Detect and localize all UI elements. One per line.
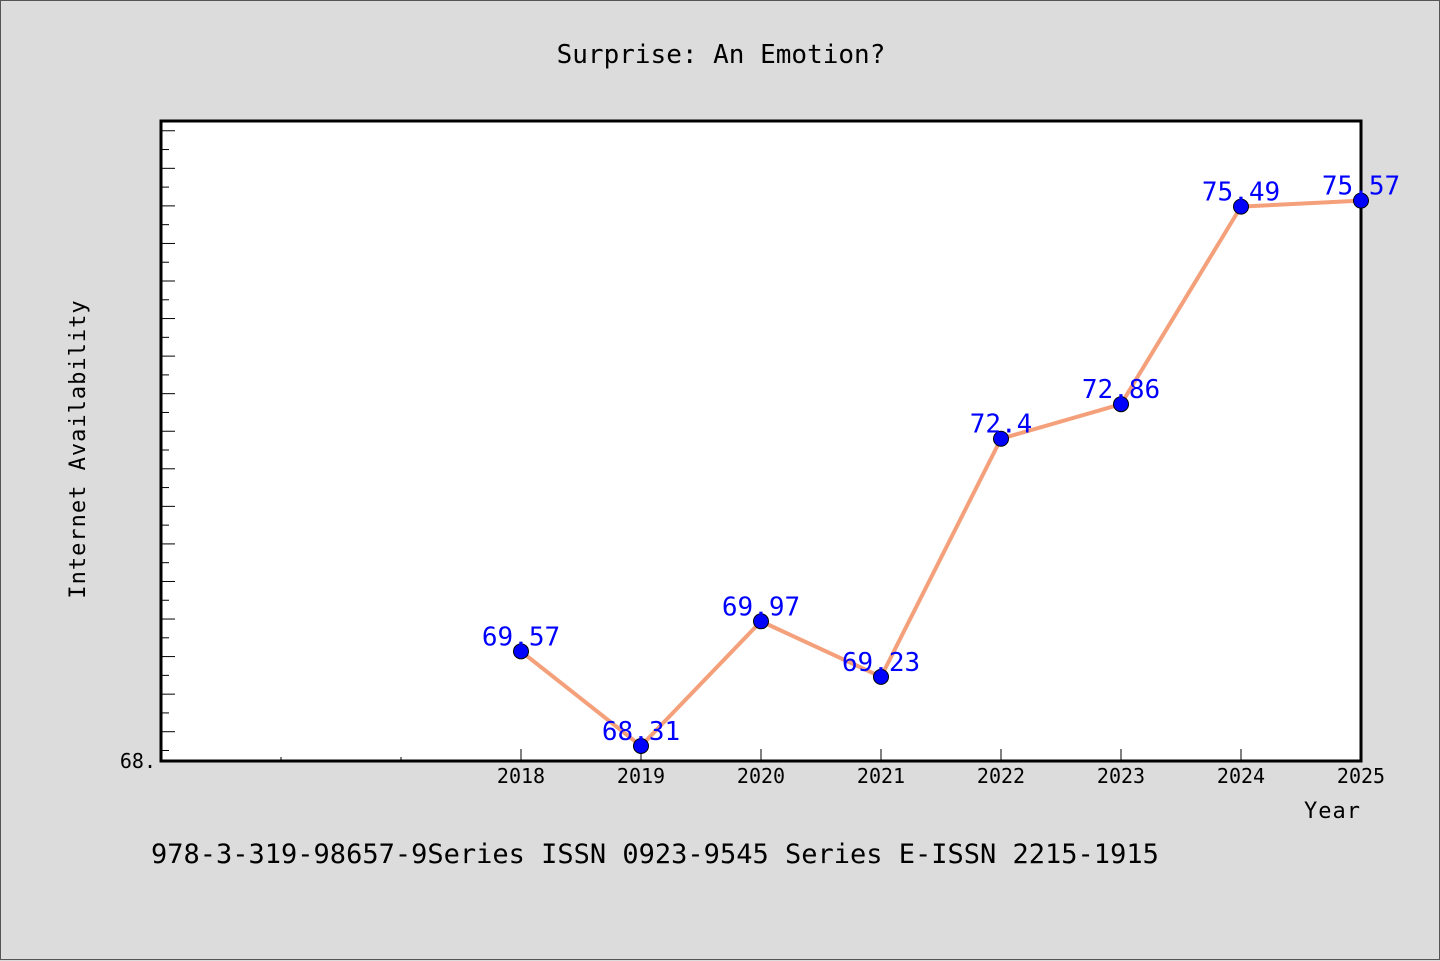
plot-area bbox=[159, 119, 1363, 763]
data-label: 69.57 bbox=[482, 622, 560, 652]
x-tick-label: 2020 bbox=[737, 764, 785, 788]
y-axis-ticks bbox=[161, 130, 175, 751]
data-label: 69.23 bbox=[842, 648, 920, 678]
y-tick-label: 68. bbox=[120, 749, 156, 773]
data-label: 75.57 bbox=[1322, 172, 1400, 202]
data-label: 72.86 bbox=[1082, 375, 1160, 405]
chart-title: Surprise: An Emotion? bbox=[557, 40, 886, 70]
series-line-group: 69.57 68.31 69.97 69.23 72.4 72.86 75.49 75.57 bbox=[482, 172, 1400, 754]
data-point-marker bbox=[993, 430, 1009, 447]
data-point-marker bbox=[1113, 396, 1129, 413]
data-label: 68.31 bbox=[602, 717, 680, 747]
data-point-marker bbox=[1353, 192, 1369, 209]
x-tick-label: 2023 bbox=[1097, 764, 1145, 788]
x-tick-label: 2024 bbox=[1217, 764, 1265, 788]
data-label: 69.97 bbox=[722, 592, 800, 622]
data-point-marker bbox=[753, 613, 769, 630]
x-tick-label: 2022 bbox=[977, 764, 1025, 788]
data-point-marker bbox=[513, 643, 529, 660]
data-point-marker bbox=[873, 668, 889, 685]
data-point-marker bbox=[633, 737, 649, 754]
footer-isbn-text: 978-3-319-98657-9Series ISSN 0923-9545 S… bbox=[151, 839, 1159, 870]
data-label: 72.4 bbox=[970, 410, 1033, 440]
series-line bbox=[519, 198, 1362, 748]
x-tick-label: 2025 bbox=[1337, 764, 1385, 788]
y-axis-label: Internet Availability bbox=[66, 299, 91, 598]
data-label: 75.49 bbox=[1202, 178, 1280, 208]
x-axis-ticks: 2018 2019 2020 2021 2022 2023 2024 2025 bbox=[280, 749, 1385, 788]
data-point-marker bbox=[1233, 198, 1249, 215]
x-axis-label: Year bbox=[1304, 799, 1361, 824]
x-tick-label: 2019 bbox=[617, 764, 665, 788]
x-tick-label: 2021 bbox=[857, 764, 905, 788]
x-tick-label: 2018 bbox=[497, 764, 545, 788]
